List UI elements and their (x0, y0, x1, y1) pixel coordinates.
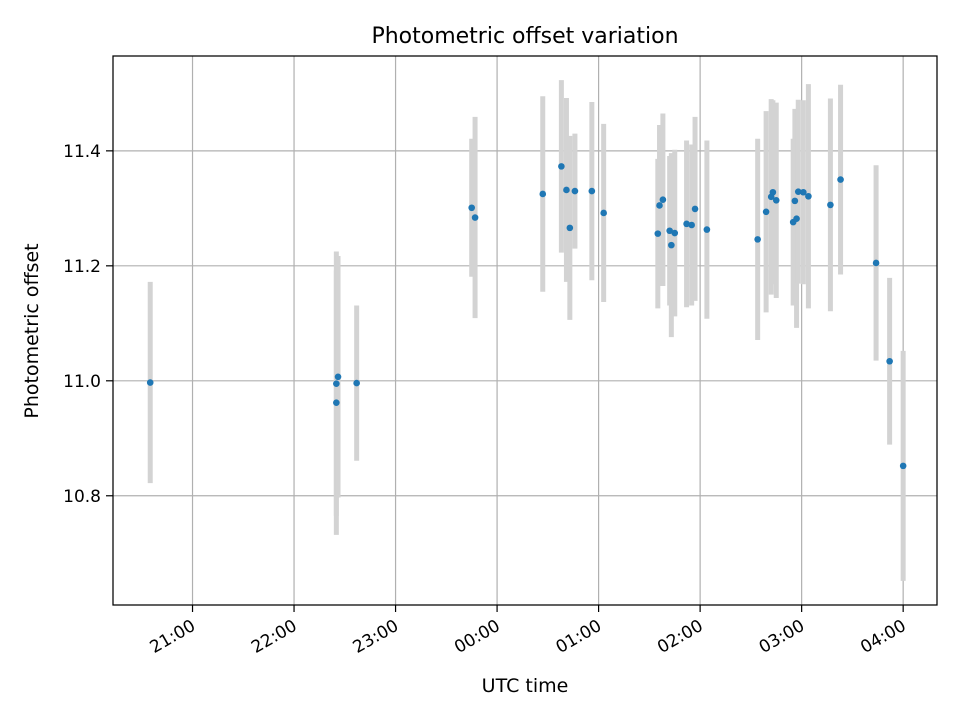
data-point (872, 259, 880, 267)
data-point (671, 229, 679, 237)
data-point (754, 236, 761, 243)
data-point (688, 221, 695, 229)
y-tick-label: 11.2 (63, 257, 101, 277)
data-point (794, 188, 802, 195)
data-point (666, 227, 673, 235)
data-points (146, 163, 907, 470)
y-axis: 10.8 11.0 11.2 11.4 (63, 142, 113, 507)
data-point (668, 241, 675, 249)
data-point (762, 208, 770, 216)
data-point (539, 190, 547, 198)
data-point (659, 196, 667, 204)
data-point (353, 379, 360, 387)
data-point (563, 186, 570, 194)
data-point (656, 202, 663, 209)
y-tick-label: 11.4 (63, 142, 101, 162)
data-point (334, 373, 342, 381)
data-point (468, 204, 476, 212)
data-point (769, 188, 777, 196)
plot-area-frame (112, 55, 938, 606)
data-point (683, 220, 690, 228)
data-point (600, 209, 607, 217)
chart-title: Photometric offset variation (371, 24, 678, 49)
data-point (899, 462, 907, 470)
data-point (571, 187, 579, 195)
y-tick-label: 11.0 (63, 372, 101, 392)
data-point (333, 399, 340, 406)
data-point (654, 230, 662, 237)
data-point (791, 197, 799, 205)
data-point (800, 188, 807, 196)
data-point (691, 205, 699, 213)
data-point (886, 357, 893, 365)
y-tick-label: 10.8 (63, 487, 101, 507)
grid (113, 56, 937, 605)
data-point (146, 379, 154, 386)
data-point (333, 380, 340, 387)
data-point (827, 201, 834, 209)
y-axis-label: Photometric offset (21, 243, 43, 418)
data-point (837, 176, 844, 183)
data-point (588, 187, 596, 195)
data-point (793, 215, 800, 222)
data-point (471, 214, 479, 221)
data-point (558, 163, 565, 170)
data-point (703, 226, 711, 233)
data-point (772, 196, 780, 204)
x-axis-label: UTC time (482, 675, 569, 697)
data-point (566, 224, 574, 232)
data-point (805, 192, 812, 200)
